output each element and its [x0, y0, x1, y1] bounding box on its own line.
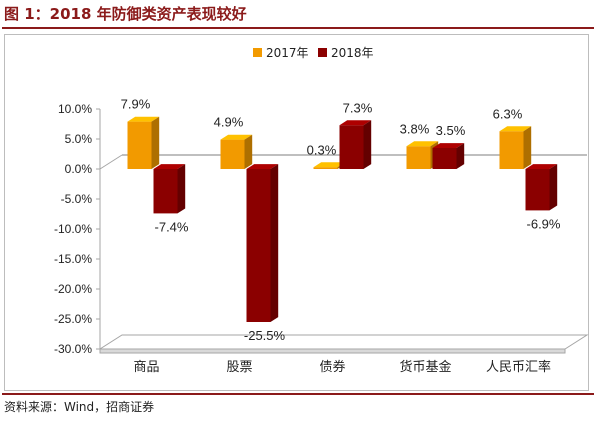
bar-front — [127, 121, 152, 169]
bar-2017-0 — [127, 116, 160, 169]
legend-swatch-2017 — [253, 48, 262, 57]
data-label: 3.5% — [436, 123, 466, 138]
zero-baseline-depth — [99, 154, 123, 170]
figure-title: 图 1：2018 年防御类资产表现较好 — [4, 5, 247, 23]
y-axis-tick-label: -25.0% — [54, 312, 92, 326]
bar-top — [127, 116, 160, 122]
data-label: 7.3% — [343, 100, 373, 115]
x-axis-category-label: 商品 — [133, 360, 159, 375]
y-axis-tick-label: 5.0% — [65, 132, 93, 146]
chart-floor — [98, 334, 589, 350]
bar-side — [456, 143, 465, 169]
bar-top — [313, 162, 346, 168]
bar-front — [153, 169, 178, 214]
bar-chart: 10.0% 5.0% 0.0% -5.0% -10.0% -15.0% -20.0% -25.… — [54, 46, 589, 375]
y-axis-tick-label: -20.0% — [54, 282, 92, 296]
bar-2018-2 — [339, 120, 372, 169]
x-axis-category-label: 人民币汇率 — [486, 359, 551, 375]
bar-front — [406, 146, 431, 169]
source-note: 资料来源：Wind，招商证券 — [4, 400, 155, 414]
x-axis-category-label: 股票 — [226, 360, 252, 375]
y-axis-tick-label: -5.0% — [61, 192, 93, 206]
bar-front — [499, 131, 524, 169]
y-axis-tick-label: -15.0% — [54, 252, 92, 266]
title-divider — [2, 27, 594, 29]
y-axis-tick-label: 10.0% — [58, 102, 92, 116]
bar-side — [549, 164, 558, 211]
y-axis-tick-label: -30.0% — [54, 342, 92, 356]
data-label: -6.9% — [527, 216, 561, 231]
data-label: 6.3% — [493, 106, 523, 121]
legend-label-2018: 2018年 — [331, 46, 374, 60]
source-divider — [2, 393, 594, 395]
bar-top — [432, 143, 465, 148]
bar-top — [153, 164, 186, 169]
bar-top — [246, 164, 279, 169]
bar-side — [151, 116, 160, 169]
x-axis-category-label: 货币基金 — [399, 359, 451, 375]
legend-swatch-2018 — [318, 48, 327, 57]
bar-side — [177, 164, 186, 214]
bar-top — [220, 134, 253, 140]
bar-top — [499, 126, 532, 132]
data-label: 7.9% — [121, 97, 151, 112]
y-axis-tick-label: 0.0% — [65, 162, 93, 176]
chart-floor-edge — [99, 348, 566, 354]
x-axis-category-label: 债券 — [319, 359, 345, 375]
y-axis-tick-label: -10.0% — [54, 222, 92, 236]
legend-label-2017: 2017年 — [266, 46, 309, 60]
data-label: 0.3% — [307, 142, 337, 157]
data-label: -25.5% — [244, 328, 286, 343]
bar-2018-0 — [153, 164, 186, 214]
bar-2017-4 — [499, 126, 532, 169]
data-label: 3.8% — [400, 121, 430, 136]
data-label: -7.4% — [155, 219, 189, 234]
bar-side — [523, 126, 532, 169]
bar-top — [406, 141, 439, 147]
chart-container — [4, 34, 589, 391]
bar-front — [432, 148, 457, 169]
bar-top — [339, 120, 372, 126]
bar-2018-3 — [432, 143, 465, 169]
bar-front — [313, 167, 338, 169]
bar-front — [220, 139, 245, 169]
bar-2018-1 — [246, 164, 279, 322]
bar-2018-4 — [525, 164, 558, 211]
bar-side — [244, 134, 253, 169]
data-label: 4.9% — [214, 115, 244, 130]
bar-front — [246, 169, 271, 322]
bar-front — [339, 125, 364, 169]
bar-top — [525, 164, 558, 169]
bar-2017-1 — [220, 134, 253, 169]
bar-side — [270, 164, 279, 322]
bar-front — [525, 169, 550, 211]
bar-side — [363, 120, 372, 169]
